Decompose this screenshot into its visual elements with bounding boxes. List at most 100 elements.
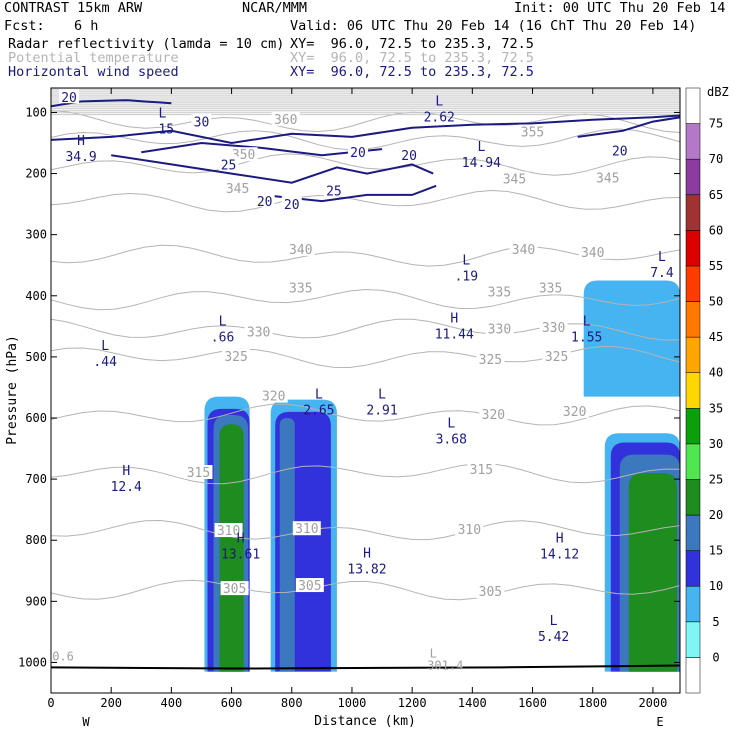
wind-label: 20 [61,91,77,106]
theta-label: 305 [223,582,246,597]
theta-label: 305 [479,585,502,600]
theta-contour [51,519,680,541]
reflectivity-cell [219,424,244,672]
x-tick-label: 1000 [338,696,367,710]
extremum-value: 13.82 [347,563,386,578]
colorbar-label: 15 [709,544,723,558]
colorbar-swatch [685,550,701,587]
extremum-value: 3.68 [436,432,467,447]
colorbar-swatch [685,372,701,409]
reflectivity-cell [628,473,677,672]
x-axis-label: Distance (km) [314,714,416,729]
extremum-marker: L [658,250,666,265]
theta-label: 320 [482,408,505,423]
y-tick-label: 200 [25,167,47,181]
theta-label: 315 [187,466,210,481]
organization-label: NCAR/MMM [242,0,308,16]
theta-contour [51,288,680,311]
y-tick-label: 1000 [18,655,47,669]
extremum-value: 2.91 [366,404,397,419]
plot-frame [50,87,681,694]
wind-label: 20 [284,198,300,213]
forecast-label: Fcst: [4,18,45,34]
extremum-marker: L [219,314,227,329]
extremum-marker: H [363,547,371,562]
extremum-marker: H [556,531,564,546]
theta-label: 325 [479,353,502,368]
theta-label: 340 [581,246,604,261]
extremum-marker: H [122,464,130,479]
colorbar-label: 75 [709,117,723,131]
colorbar-label: 50 [709,295,723,309]
y-tick-label: 700 [25,472,47,486]
extremum-marker: L [447,416,455,431]
theta-contour [51,463,680,485]
colorbar-swatch [685,87,701,124]
wind-label: 20 [350,146,366,161]
extremum-marker: L [435,94,443,109]
field-name-reflectivity: Radar reflectivity (lamda = 10 cm) [8,36,285,52]
theta-label: 355 [521,126,544,141]
field-name-theta: Potential temperature [8,50,179,66]
extremum-value: 13.61 [221,547,260,562]
extremum-value: 7.4 [650,266,674,281]
wind-label: 20 [401,149,417,164]
extremum-value: 1.55 [571,330,602,345]
colorbar-swatch [685,123,701,160]
colorbar-label: 45 [709,330,723,344]
y-tick-label: 800 [25,533,47,547]
theta-label: 320 [563,405,586,420]
theta-contour [51,579,680,601]
colorbar-label: 55 [709,259,723,273]
colorbar-label: 0 [712,650,719,664]
theta-label: 335 [289,281,312,296]
colorbar-swatch [685,621,701,658]
field-xy-theta: XY= 96.0, 72.5 to 235.3, 72.5 [290,50,534,66]
wind-contour [111,154,434,184]
extremum-value: 11.44 [435,327,474,342]
wind-label: 25 [326,185,342,200]
extremum-value: .19 [455,269,478,284]
theta-label: 330 [247,325,270,340]
theta-label: 315 [470,463,493,478]
x-tick-label: 2000 [638,696,667,710]
y-tick-label: 300 [25,228,47,242]
theta-label: 340 [512,243,535,258]
reflectivity-cell [583,280,680,397]
extremum-marker: L [158,107,166,122]
model-title: CONTRAST 15km ARW [4,0,143,16]
init-time: Init: 00 UTC Thu 20 Feb 14 [514,0,726,16]
theta-label: 320 [262,390,285,405]
theta-label: 340 [289,243,312,258]
x-tick-label: 1200 [398,696,427,710]
field-xy-reflectivity: XY= 96.0, 72.5 to 235.3, 72.5 [290,36,534,52]
theta-contour [51,244,680,267]
valid-time: Valid: 06 UTC Thu 20 Feb 14 (16 ChT Thu … [290,18,697,34]
colorbar-label: 60 [709,223,723,237]
theta-label: 345 [596,171,619,186]
theta-label: 345 [226,182,249,197]
x-tick-label: 600 [221,696,243,710]
extremum-value: 14.94 [462,156,501,171]
colorbar-swatch [685,158,701,196]
colorbar-label: 10 [709,579,723,593]
theta-label: 345 [503,173,526,188]
west-label: W [82,715,90,729]
east-label: E [656,715,663,729]
extremum-marker: H [450,311,458,326]
theta-label: 310 [458,523,481,538]
colorbar-swatch [685,585,701,623]
extremum-value: 2.65 [303,404,334,419]
field-xy-wind: XY= 96.0, 72.5 to 235.3, 72.5 [290,64,534,80]
theta-contour [51,403,680,426]
theta-label: 330 [542,321,565,336]
theta-label: 330 [488,322,511,337]
colorbar-label: 70 [709,152,723,166]
extremum-value: 14.12 [540,547,579,562]
edge-label: 0.6 [52,649,74,663]
y-tick-label: 600 [25,411,47,425]
extremum-marker: L [550,614,558,629]
colorbar-label: 65 [709,188,723,202]
extremum-marker: L [101,339,109,354]
